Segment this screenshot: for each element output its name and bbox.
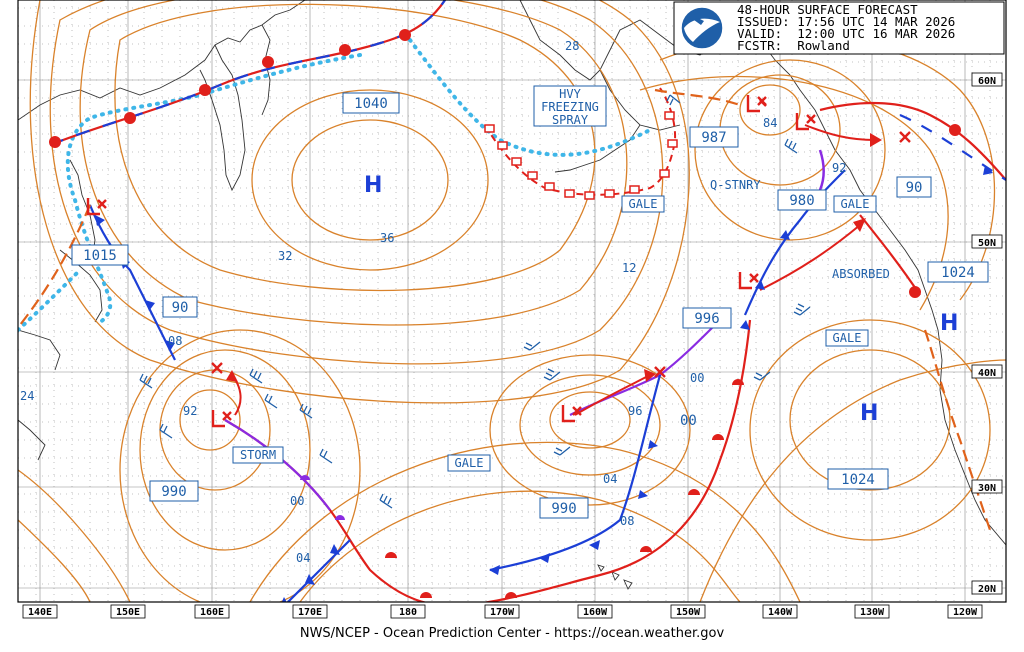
warning-gale-3: GALE bbox=[825, 329, 869, 347]
lon-label: 140W bbox=[768, 607, 793, 618]
svg-text:GALE: GALE bbox=[629, 197, 658, 211]
lon-label: 160E bbox=[200, 607, 224, 618]
lat-label: 50N bbox=[978, 238, 996, 249]
warning-gale-2: GALE bbox=[833, 195, 877, 213]
warning-labels: HVY FREEZING SPRAY GALE GALE GALE GALE STO… bbox=[232, 85, 877, 472]
header-forecaster: FCSTR: Rowland bbox=[737, 38, 850, 53]
low-center-160e bbox=[211, 410, 232, 428]
svg-text:32: 32 bbox=[278, 249, 292, 263]
header-issued: ISSUED: 17:56 UTC 14 MAR 2026 bbox=[737, 14, 955, 29]
lon-label: 170W bbox=[490, 607, 515, 618]
svg-text:24: 24 bbox=[20, 389, 34, 403]
low-center-kamchatka bbox=[86, 198, 107, 216]
lat-label: 20N bbox=[978, 584, 996, 595]
svg-text:92: 92 bbox=[832, 161, 846, 175]
graticule bbox=[18, 0, 1006, 602]
pressure-label-1024-a: 1024 bbox=[927, 261, 989, 283]
svg-text:GALE: GALE bbox=[833, 331, 862, 345]
pressure-label-987: 987 bbox=[689, 126, 739, 148]
svg-text:990: 990 bbox=[551, 501, 576, 517]
high-center-3: H bbox=[860, 401, 878, 426]
svg-text:92: 92 bbox=[183, 404, 197, 418]
lon-label: 180 bbox=[399, 607, 417, 618]
lat-label: 30N bbox=[978, 483, 996, 494]
svg-text:987: 987 bbox=[701, 130, 726, 146]
annotation-absorbed: ABSORBED bbox=[832, 267, 890, 281]
svg-text:96: 96 bbox=[628, 404, 642, 418]
lon-label: 160W bbox=[583, 607, 608, 618]
coastlines bbox=[18, 0, 1006, 590]
pressure-label-1015: 1015 bbox=[71, 244, 129, 266]
warning-freezing-spray: HVY FREEZING SPRAY bbox=[533, 85, 607, 127]
lon-label: 120W bbox=[953, 607, 978, 618]
svg-text:04: 04 bbox=[296, 551, 310, 565]
svg-text:36: 36 bbox=[380, 231, 394, 245]
svg-text:1024: 1024 bbox=[941, 265, 975, 281]
pressure-label-980: 980 bbox=[777, 189, 827, 211]
svg-text:1015: 1015 bbox=[83, 248, 117, 264]
pressure-label-90-b: 90 bbox=[896, 176, 932, 198]
longitude-labels: 140E 150E 160E 170E 180 170W 160W 150W 140W 130W 1… bbox=[22, 604, 983, 619]
lon-label: 150W bbox=[676, 607, 701, 618]
svg-text:00: 00 bbox=[690, 371, 704, 385]
high-center-2: H bbox=[940, 311, 958, 336]
lat-label: 60N bbox=[978, 76, 996, 87]
isobar-labels: 28 32 36 12 84 92 08 92 00 04 96 04 08 0… bbox=[20, 39, 846, 565]
lon-label: 130W bbox=[860, 607, 885, 618]
header-valid: VALID: 12:00 UTC 16 MAR 2026 bbox=[737, 26, 955, 41]
wind-barbs bbox=[139, 94, 811, 509]
annotation-q-stnry: Q-STNRY bbox=[710, 178, 761, 192]
lon-label: 170E bbox=[298, 607, 322, 618]
svg-text:12: 12 bbox=[622, 261, 636, 275]
svg-text:GALE: GALE bbox=[455, 456, 484, 470]
low-center-180 bbox=[561, 405, 582, 423]
warning-storm: STORM bbox=[232, 446, 284, 464]
forecast-header: 48-HOUR SURFACE FORECAST ISSUED: 17:56 U… bbox=[673, 1, 1005, 55]
pressure-labels: 1040 1024 1024 1015 987 980 996 990 990 … bbox=[71, 92, 989, 519]
pressure-label-996: 996 bbox=[682, 307, 732, 329]
svg-text:84: 84 bbox=[763, 116, 777, 130]
svg-text:90: 90 bbox=[906, 180, 923, 196]
svg-text:996: 996 bbox=[694, 311, 719, 327]
front-symbols bbox=[49, 29, 993, 602]
high-center-1: H bbox=[364, 173, 382, 198]
svg-text:00: 00 bbox=[290, 494, 304, 508]
spray-markers bbox=[484, 111, 678, 200]
low-center-gulf2 bbox=[795, 113, 816, 131]
lon-label: 150E bbox=[116, 607, 140, 618]
pressure-label-990-a: 990 bbox=[149, 480, 199, 502]
svg-text:STORM: STORM bbox=[240, 448, 276, 462]
pressure-label-90-a: 90 bbox=[162, 296, 198, 318]
svg-text:1024: 1024 bbox=[841, 472, 875, 488]
noaa-logo bbox=[680, 6, 724, 50]
lon-label: 140E bbox=[28, 607, 52, 618]
svg-text:08: 08 bbox=[620, 514, 634, 528]
pressure-label-1040: 1040 bbox=[342, 92, 400, 114]
isobars bbox=[18, 0, 1006, 602]
pressure-label-1024-b: 1024 bbox=[827, 468, 889, 490]
latitude-labels: 60N 50N 40N 30N 20N bbox=[971, 72, 1003, 595]
svg-text:1040: 1040 bbox=[354, 96, 388, 112]
svg-text:08: 08 bbox=[168, 334, 182, 348]
svg-text:00: 00 bbox=[680, 413, 697, 429]
header-title: 48-HOUR SURFACE FORECAST bbox=[737, 2, 918, 17]
low-centers bbox=[86, 95, 911, 428]
svg-text:990: 990 bbox=[161, 484, 186, 500]
svg-text:04: 04 bbox=[603, 472, 617, 486]
ice-edge bbox=[18, 38, 652, 332]
footer-credit: NWS/NCEP - Ocean Prediction Center - htt… bbox=[300, 626, 725, 641]
svg-text:GALE: GALE bbox=[841, 197, 870, 211]
warning-gale-1: GALE bbox=[621, 195, 665, 213]
svg-text:980: 980 bbox=[789, 193, 814, 209]
low-center-140w bbox=[738, 272, 759, 290]
svg-text:28: 28 bbox=[565, 39, 579, 53]
lat-label: 40N bbox=[978, 368, 996, 379]
warning-gale-4: GALE bbox=[447, 454, 491, 472]
pressure-label-990-b: 990 bbox=[539, 497, 589, 519]
fronts bbox=[19, 0, 1006, 602]
svg-text:90: 90 bbox=[172, 300, 189, 316]
